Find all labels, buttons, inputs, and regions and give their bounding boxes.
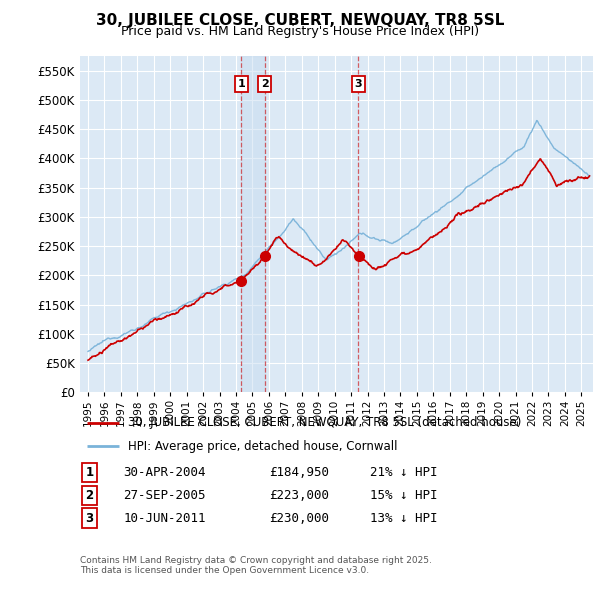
Text: 1: 1: [238, 79, 245, 89]
Text: 13% ↓ HPI: 13% ↓ HPI: [370, 512, 437, 525]
Text: 10-JUN-2011: 10-JUN-2011: [124, 512, 206, 525]
Bar: [241, 56, 265, 392]
Text: 27-SEP-2005: 27-SEP-2005: [124, 489, 206, 502]
Text: 30, JUBILEE CLOSE, CUBERT, NEWQUAY, TR8 5SL (detached house): 30, JUBILEE CLOSE, CUBERT, NEWQUAY, TR8 …: [128, 417, 521, 430]
Text: 15% ↓ HPI: 15% ↓ HPI: [370, 489, 437, 502]
Text: 2: 2: [261, 79, 269, 89]
Text: Price paid vs. HM Land Registry's House Price Index (HPI): Price paid vs. HM Land Registry's House …: [121, 25, 479, 38]
Text: 2: 2: [85, 489, 94, 502]
Text: £230,000: £230,000: [269, 512, 329, 525]
Text: 30, JUBILEE CLOSE, CUBERT, NEWQUAY, TR8 5SL: 30, JUBILEE CLOSE, CUBERT, NEWQUAY, TR8 …: [96, 13, 504, 28]
Text: Contains HM Land Registry data © Crown copyright and database right 2025.
This d: Contains HM Land Registry data © Crown c…: [80, 556, 431, 575]
Text: 3: 3: [85, 512, 94, 525]
Text: £223,000: £223,000: [269, 489, 329, 502]
Text: 30-APR-2004: 30-APR-2004: [124, 466, 206, 479]
Text: HPI: Average price, detached house, Cornwall: HPI: Average price, detached house, Corn…: [128, 440, 398, 453]
Text: 3: 3: [355, 79, 362, 89]
Text: 21% ↓ HPI: 21% ↓ HPI: [370, 466, 437, 479]
Text: £184,950: £184,950: [269, 466, 329, 479]
Text: 1: 1: [85, 466, 94, 479]
